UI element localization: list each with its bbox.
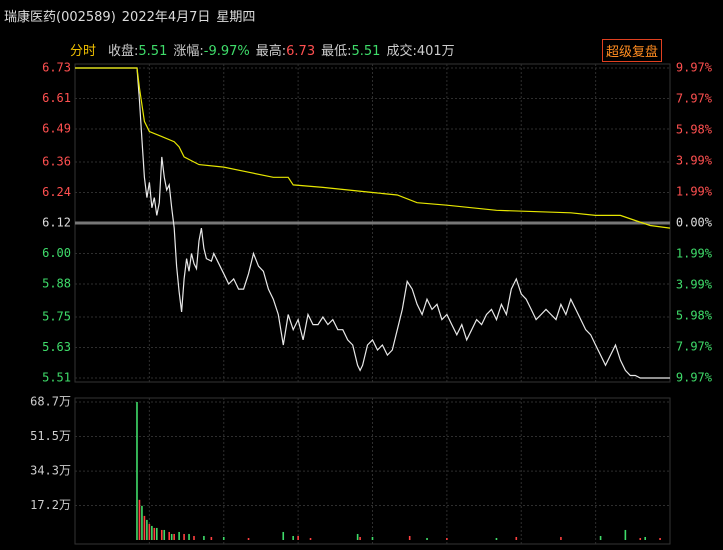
volume-bar <box>644 536 647 540</box>
y-tick-label: 6.73 <box>42 61 71 75</box>
volume-bar <box>599 535 602 540</box>
stat-value: 5.51 <box>138 44 168 59</box>
y2-tick-label: 9.97% <box>676 371 713 385</box>
volume-bar <box>136 402 138 540</box>
volume-bar <box>188 533 190 540</box>
y2-tick-label: 5.98% <box>676 123 713 137</box>
volume-bar <box>560 536 562 540</box>
price-line <box>75 67 670 379</box>
y-tick-label: 5.88 <box>42 276 71 290</box>
volume-bar <box>426 537 428 540</box>
header: 瑞康医药(002589) 2022年4月7日 星期四 <box>4 6 261 25</box>
stat-value: 5.51 <box>351 44 381 59</box>
stat-label: 成交: <box>386 44 417 59</box>
date: 2022年4月7日 <box>121 10 211 25</box>
toolbar: 分时 收盘:5.51 涨幅:-9.97% 最高:6.73 最低:5.51 成交:401万 <box>70 40 467 59</box>
volume-bar <box>639 537 642 540</box>
replay-button[interactable]: 超级复盘 <box>602 39 663 62</box>
volume-bar <box>160 529 163 540</box>
volume-bar <box>222 536 225 540</box>
volume-bar <box>148 523 151 540</box>
volume-bar <box>183 533 185 540</box>
y-tick-label: 6.61 <box>42 91 71 105</box>
y2-tick-label: 5.98% <box>676 308 713 322</box>
volume-bar <box>170 533 173 540</box>
y-tick-label: 6.00 <box>42 246 71 260</box>
volume-bar <box>297 535 299 540</box>
volume-bar <box>495 537 498 540</box>
volume-bar <box>146 519 148 540</box>
y-tick-label: 6.24 <box>42 185 71 199</box>
volume-bar <box>659 537 661 540</box>
volume-bar <box>203 535 205 540</box>
volume-bar <box>168 531 171 540</box>
volume-bar <box>624 529 627 540</box>
volume-bar <box>143 515 146 540</box>
stat-value: -9.97% <box>203 44 250 59</box>
volume-bar <box>193 535 195 540</box>
y-tick-label: 5.63 <box>42 340 71 354</box>
volume-bar <box>356 533 359 540</box>
mode-tab[interactable]: 分时 <box>70 44 97 59</box>
stat-label: 最高: <box>255 44 287 59</box>
y-tick-label: 5.51 <box>42 371 71 385</box>
y-tick-label: 5.75 <box>42 310 71 324</box>
stat-label: 最低: <box>321 44 352 59</box>
volume-bar <box>153 527 156 540</box>
y2-tick-label: 3.99% <box>676 278 713 292</box>
volume-bar <box>163 529 166 540</box>
volume-bar <box>138 499 141 540</box>
stat-value: 6.73 <box>286 44 316 59</box>
y-tick-label: 68.7万 <box>30 395 71 409</box>
volume-bar <box>359 536 361 540</box>
stat-label: 涨幅: <box>173 44 204 59</box>
volume-bar <box>156 527 158 540</box>
volume-bar <box>408 535 411 540</box>
y2-tick-label: 3.99% <box>676 153 713 167</box>
volume-bar <box>178 531 180 540</box>
volume-bar <box>446 537 448 540</box>
y2-tick-label: 7.97% <box>676 339 713 353</box>
volume-bar <box>247 537 250 540</box>
volume-bar <box>292 535 294 540</box>
stats: 收盘:5.51 涨幅:-9.97% 最高:6.73 最低:5.51 成交:401万 <box>108 44 461 59</box>
volume-bar <box>173 533 175 540</box>
volume-bar <box>210 536 213 540</box>
volume-bar <box>151 525 153 540</box>
stat-value: 401万 <box>416 44 455 59</box>
y-tick-label: 6.12 <box>42 216 71 230</box>
y2-tick-label: 9.97% <box>676 61 713 75</box>
stat-label: 收盘: <box>108 44 139 59</box>
y2-tick-label: 1.99% <box>676 246 713 260</box>
y2-tick-label: 1.99% <box>676 185 713 199</box>
stock-title: 瑞康医药(002589) <box>4 10 116 25</box>
volume-bar <box>309 537 312 540</box>
y-tick-label: 17.2万 <box>30 498 71 512</box>
y-tick-label: 51.5万 <box>30 429 71 443</box>
volume-bar <box>282 531 285 540</box>
volume-bar <box>371 536 374 540</box>
y-tick-label: 34.3万 <box>30 464 71 478</box>
y-tick-label: 6.36 <box>42 155 71 169</box>
weekday: 星期四 <box>216 10 256 25</box>
y2-tick-label: 7.97% <box>676 92 713 106</box>
y2-tick-label: 0.00% <box>676 216 713 230</box>
volume-bar <box>141 505 143 540</box>
price-line <box>75 67 671 229</box>
y-tick-label: 6.49 <box>42 121 71 135</box>
volume-bar <box>515 536 518 540</box>
